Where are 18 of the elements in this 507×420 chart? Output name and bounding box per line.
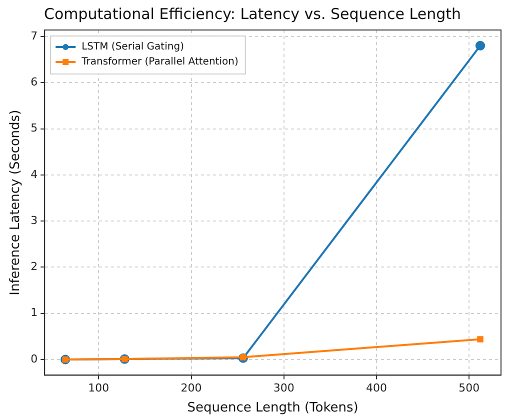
y-tick-label: 2 [30,260,38,274]
y-tick-label: 6 [30,75,38,88]
x-tick-label: 500 [458,382,480,395]
legend-label: Transformer (Parallel Attention) [80,56,238,68]
x-tick-label: 100 [88,382,110,395]
y-axis-title: Inference Latency (Seconds) [8,110,24,296]
y-tick-label: 0 [30,352,38,366]
y-tick-label: 7 [30,29,38,42]
y-tick-label: 4 [30,168,38,181]
x-axis-title: Sequence Length (Tokens) [187,400,358,416]
x-tick-label: 200 [180,382,202,395]
x-tick-label: 400 [366,382,388,395]
y-tick-label: 5 [30,122,38,135]
y-tick-label: 1 [30,306,38,320]
x-tick-label: 300 [273,382,294,395]
y-tick-label: 3 [30,214,38,227]
chart-title: Computational Efficiency: Latency vs. Sequence Length [44,4,461,23]
legend-label: LSTM (Serial Gating) [82,42,184,53]
